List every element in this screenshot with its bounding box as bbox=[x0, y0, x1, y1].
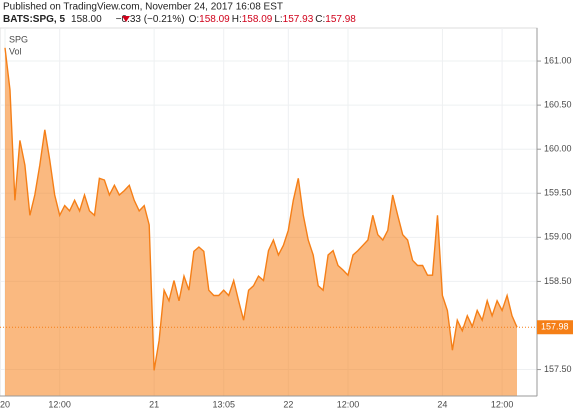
last-price: 158.00 bbox=[71, 14, 102, 25]
y-tick-label: 160.00 bbox=[544, 144, 572, 154]
ohlc-label: C: bbox=[315, 14, 325, 25]
ohlc-value: 158.09 bbox=[199, 14, 230, 25]
x-tick-label: 12:00 bbox=[337, 399, 360, 409]
x-tick-label: 22 bbox=[283, 399, 293, 409]
x-tick-label: 24 bbox=[437, 399, 447, 409]
y-tick-label: 160.50 bbox=[544, 100, 572, 110]
price-tag-label: 157.98 bbox=[541, 322, 569, 332]
ohlc-value: 157.98 bbox=[325, 14, 356, 25]
ohlc-label: H: bbox=[232, 14, 242, 25]
area-fill bbox=[5, 47, 517, 397]
x-tick-label: 13:05 bbox=[212, 399, 235, 409]
x-tick-label: 21 bbox=[149, 399, 159, 409]
symbol: BATS:SPG, 5 bbox=[3, 14, 65, 25]
down-arrow bbox=[122, 16, 130, 22]
ohlc-label: L: bbox=[274, 14, 282, 25]
symbol-line: BATS:SPG, 5 158.00 −0.33 (−0.21%) O:158.09 H… bbox=[3, 14, 356, 25]
price-line bbox=[4, 47, 518, 371]
y-tick-label: 159.00 bbox=[544, 232, 572, 242]
y-tick-label: 161.00 bbox=[544, 55, 572, 65]
volume-label: Vol bbox=[9, 46, 22, 56]
ohlc-value: 158.09 bbox=[242, 14, 273, 25]
y-tick-label: 158.50 bbox=[544, 276, 572, 286]
published: Published on TradingView.com, November 2… bbox=[3, 2, 283, 13]
x-tick-label: 20 bbox=[0, 399, 10, 409]
change: −0.33 (−0.21%) bbox=[116, 14, 185, 25]
price-tag bbox=[537, 320, 573, 335]
x-tick-label: 12:00 bbox=[491, 399, 514, 409]
y-tick-label: 157.50 bbox=[544, 364, 572, 374]
y-tick-label: 159.50 bbox=[544, 188, 572, 198]
ohlc-value: 157.93 bbox=[283, 14, 314, 25]
series-label: SPG bbox=[9, 34, 28, 44]
x-tick-label: 12:00 bbox=[48, 399, 71, 409]
plot bbox=[0, 28, 537, 397]
ohlc-label: O: bbox=[189, 14, 200, 25]
